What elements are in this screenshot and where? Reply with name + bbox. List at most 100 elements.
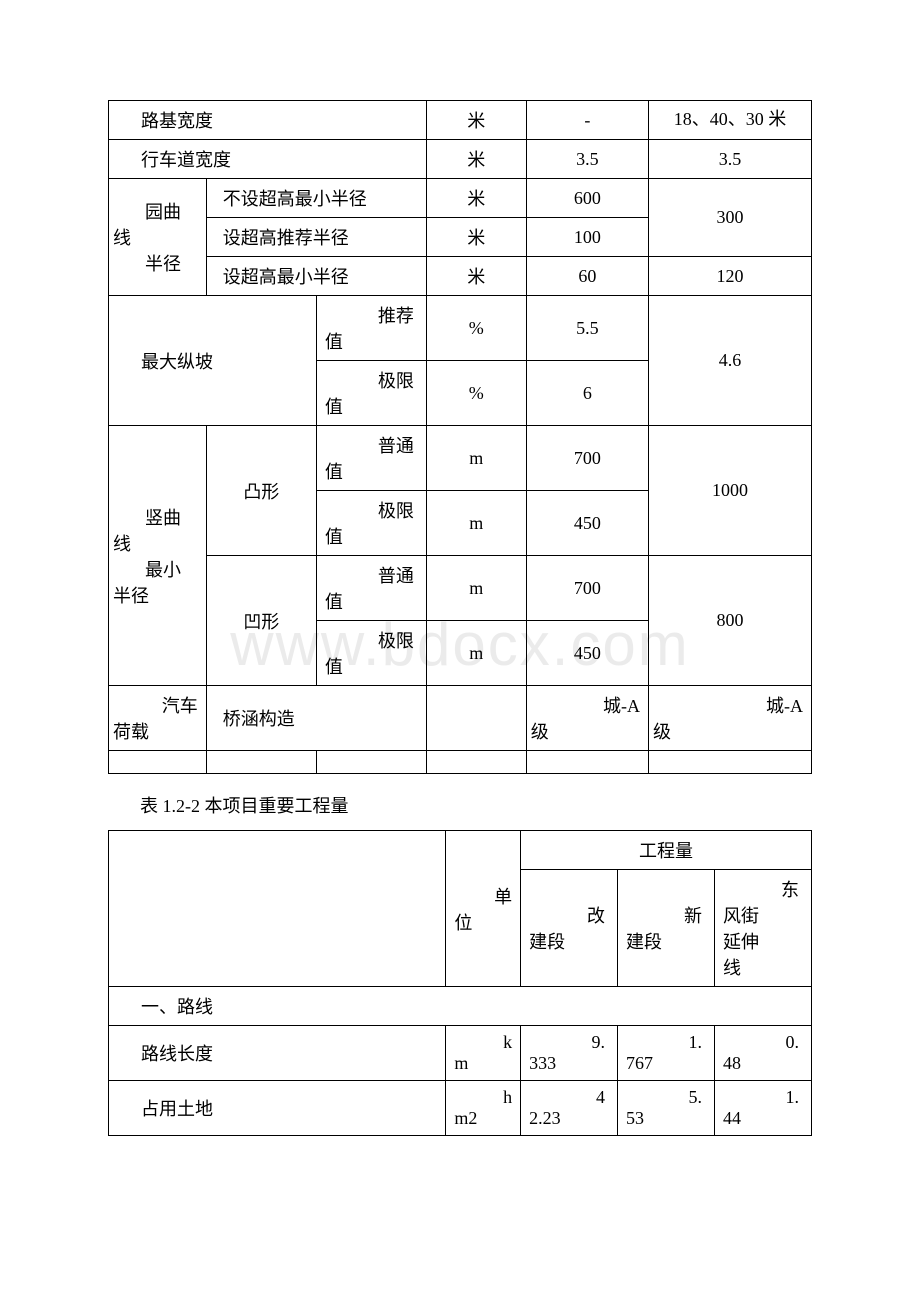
unit-cell: % <box>426 361 526 426</box>
value-cell: 42.23 <box>521 1081 618 1136</box>
table-row <box>109 751 812 774</box>
text: 48 <box>719 1053 807 1074</box>
text: 级 <box>531 718 644 744</box>
param-label: 不设超高最小半径 <box>206 179 426 218</box>
table-row: 占用土地 hm2 42.23 5.53 1.44 <box>109 1081 812 1136</box>
unit-cell: km <box>446 1026 521 1081</box>
text: 线 <box>113 530 202 556</box>
text: m <box>450 1053 516 1074</box>
value-cell: 3.5 <box>648 140 811 179</box>
param-label: 占用土地 <box>109 1081 446 1136</box>
text: 值 <box>321 393 422 419</box>
text: 53 <box>622 1108 710 1129</box>
value-cell: 60 <box>526 257 648 296</box>
unit-cell: 米 <box>426 179 526 218</box>
param-label: 路线长度 <box>109 1026 446 1081</box>
text: 极限 <box>321 367 422 393</box>
text: 9. <box>525 1032 613 1053</box>
unit-cell: m <box>426 426 526 491</box>
text: 级 <box>653 718 807 744</box>
unit-cell: % <box>426 296 526 361</box>
param-label: 最大纵坡 <box>109 296 317 426</box>
value-cell: 800 <box>648 556 811 686</box>
table-row: 最大纵坡 推荐 值 % 5.5 4.6 <box>109 296 812 361</box>
text: 值 <box>321 588 422 614</box>
text: 线 <box>719 954 807 980</box>
table-row: 汽车 荷载 桥涵构造 城-A 级 城-A 级 <box>109 686 812 751</box>
value-cell: 1000 <box>648 426 811 556</box>
table-caption: 表 1.2-2 本项目重要工程量 <box>140 792 812 818</box>
sub-label: 极限值 <box>316 621 426 686</box>
text: 最小 <box>113 556 202 582</box>
text: 半径 <box>113 250 202 276</box>
value-cell: 100 <box>526 218 648 257</box>
text: 新 <box>622 902 710 928</box>
empty-cell <box>316 751 426 774</box>
empty-cell <box>648 751 811 774</box>
text: 4 <box>525 1087 613 1108</box>
value-cell: 5.5 <box>526 296 648 361</box>
text: 东 <box>719 876 807 902</box>
tech-params-table: 路基宽度 米 - 18、40、30 米 行车道宽度 米 3.5 3.5 园曲 线… <box>108 100 812 774</box>
text: 值 <box>321 458 422 484</box>
text: 5. <box>622 1087 710 1108</box>
value-cell: 120 <box>648 257 811 296</box>
col-header: 改建段 <box>521 870 618 987</box>
text: 荷载 <box>113 718 202 744</box>
sub-label: 推荐 值 <box>316 296 426 361</box>
table-row: 设超高最小半径 米 60 120 <box>109 257 812 296</box>
table-row: 竖曲 线 最小 半径 凸形 普通值 m 700 1000 <box>109 426 812 491</box>
sub-group: 凹形 <box>206 556 316 686</box>
table-row: 单位 工程量 <box>109 831 812 870</box>
text: 普通 <box>321 562 422 588</box>
text: 0. <box>719 1032 807 1053</box>
param-label: 桥涵构造 <box>206 686 426 751</box>
sub-label: 普通值 <box>316 426 426 491</box>
table-row: 凹形 普通值 m 700 800 <box>109 556 812 621</box>
value-cell: 4.6 <box>648 296 811 426</box>
value-cell: 18、40、30 米 <box>648 101 811 140</box>
empty-cell <box>206 751 316 774</box>
text: 园曲 <box>113 198 202 224</box>
unit-cell <box>426 686 526 751</box>
text: 767 <box>622 1053 710 1074</box>
value-cell: 700 <box>526 426 648 491</box>
text: 2.23 <box>525 1108 613 1129</box>
col-header: 新建段 <box>618 870 715 987</box>
text: 建段 <box>525 928 613 954</box>
value-cell: 5.53 <box>618 1081 715 1136</box>
col-header: 东 风街 延伸 线 <box>714 870 811 987</box>
text: 风街 <box>719 902 807 928</box>
text: 半径 <box>113 582 202 608</box>
unit-cell: hm2 <box>446 1081 521 1136</box>
value-cell: 450 <box>526 491 648 556</box>
value-cell: 1.767 <box>618 1026 715 1081</box>
text: 值 <box>321 523 422 549</box>
text: 位 <box>450 909 516 935</box>
text: 汽车 <box>113 692 202 718</box>
value-cell: 1.44 <box>714 1081 811 1136</box>
text: 建段 <box>622 928 710 954</box>
unit-header: 单位 <box>446 831 521 987</box>
text: 普通 <box>321 432 422 458</box>
empty-cell <box>109 751 207 774</box>
value-cell: 0.48 <box>714 1026 811 1081</box>
text: 333 <box>525 1053 613 1074</box>
group-label: 竖曲 线 最小 半径 <box>109 426 207 686</box>
value-cell: 城-A 级 <box>526 686 648 751</box>
text: 延伸 <box>719 928 807 954</box>
unit-cell: 米 <box>426 218 526 257</box>
value-cell: 9.333 <box>521 1026 618 1081</box>
empty-cell <box>109 831 446 987</box>
param-label: 设超高推荐半径 <box>206 218 426 257</box>
quantities-table: 单位 工程量 改建段 新建段 东 风街 延伸 线 一、路线 路线长度 km 9.… <box>108 830 812 1136</box>
value-cell: 3.5 <box>526 140 648 179</box>
unit-cell: 米 <box>426 257 526 296</box>
table-row: 路线长度 km 9.333 1.767 0.48 <box>109 1026 812 1081</box>
text: 极限 <box>321 627 422 653</box>
text: 1. <box>719 1087 807 1108</box>
unit-cell: m <box>426 491 526 556</box>
value-cell: 城-A 级 <box>648 686 811 751</box>
text: m2 <box>450 1108 516 1129</box>
text: 44 <box>719 1108 807 1129</box>
